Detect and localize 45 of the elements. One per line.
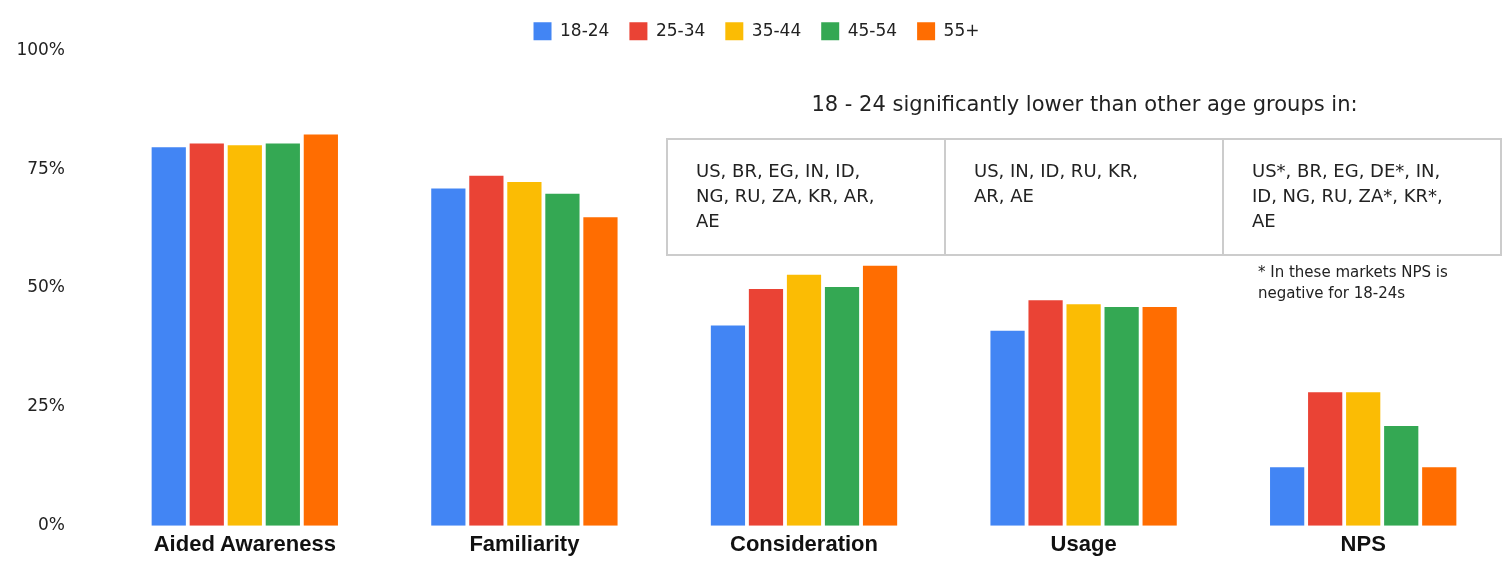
bar: [1346, 392, 1381, 526]
legend-label: 45-54: [847, 19, 898, 40]
y-tick-label: 100%: [16, 38, 65, 59]
bar: [1422, 467, 1457, 526]
legend-label: 25-34: [655, 19, 706, 40]
legend-label: 18-24: [560, 19, 610, 40]
y-tick-label: 50%: [27, 276, 65, 297]
bar: [1028, 300, 1063, 526]
bar: [469, 175, 504, 526]
annotation: US, BR, EG, IN, ID, NG, RU, ZA, KR, AR, AE: [668, 138, 946, 256]
x-tick-label: NPS: [1340, 531, 1386, 557]
y-tick-label: 0%: [38, 514, 65, 535]
x-tick-label: Aided Awareness: [153, 531, 336, 557]
bar: [1104, 307, 1139, 526]
bar: [189, 143, 224, 526]
bar: [265, 143, 300, 526]
bar: [710, 325, 746, 526]
y-tick-label: 25%: [27, 395, 65, 416]
bar: [786, 274, 822, 526]
legend-label: 35-44: [751, 19, 802, 40]
x-tick-label: Usage: [1050, 531, 1117, 557]
x-tick-label: Familiarity: [469, 531, 581, 557]
bar: [1142, 307, 1177, 526]
annotation: US*, BR, EG, DE*, IN, ID, NG, RU, ZA*, KR*, AE: [1224, 138, 1502, 256]
bar: [431, 188, 466, 526]
annotation: 18 - 24 significantly lower than other age groups in:: [810, 92, 1359, 116]
bar: [303, 134, 338, 526]
bar: [1066, 304, 1101, 526]
bar: [227, 145, 262, 526]
bar: [507, 181, 542, 526]
bar: [824, 287, 860, 526]
x-tick-label: Consideration: [730, 531, 878, 557]
annotation: US, IN, ID, RU, KR, AR, AE: [946, 138, 1224, 256]
legend-label: 55+: [943, 19, 980, 40]
annotation: * In these markets NPS is negative for 18-24s: [1258, 262, 1449, 304]
bar: [583, 217, 618, 526]
bar: [1384, 425, 1419, 526]
bar: [545, 193, 580, 526]
y-tick-label: 75%: [27, 157, 65, 178]
bar: [1270, 467, 1305, 526]
bar: [990, 330, 1025, 526]
bar: [1308, 392, 1343, 526]
bar: [862, 265, 898, 526]
bar: [151, 147, 186, 526]
bar: [748, 288, 784, 526]
